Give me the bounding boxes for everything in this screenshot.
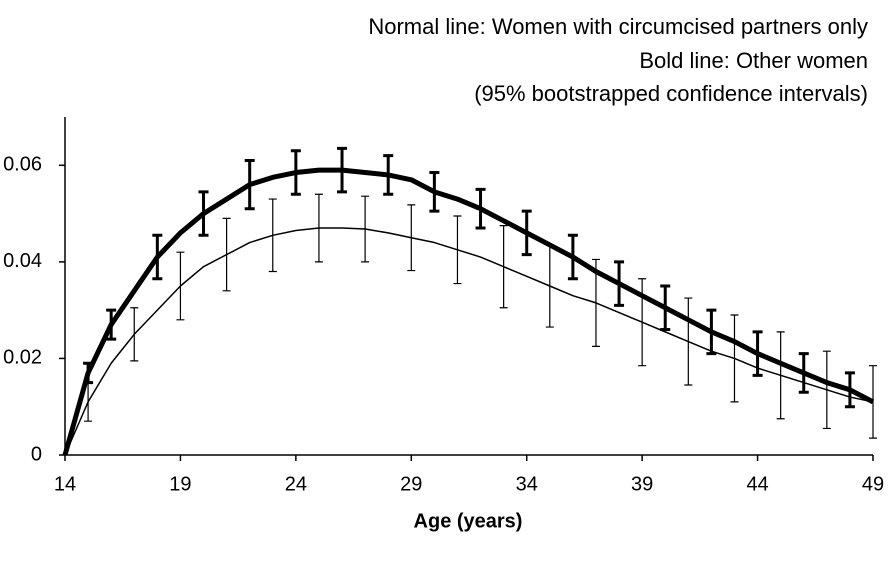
error-bar [776, 331, 785, 420]
y-tick-label: 0 [31, 443, 42, 465]
annotation: Bold line: Other women [639, 48, 868, 73]
error-bar [429, 171, 440, 213]
error-bar [521, 209, 532, 257]
series-line [64, 227, 874, 456]
x-tick-label: 19 [169, 473, 191, 495]
x-tick-label: 14 [54, 473, 76, 495]
x-tick-label: 44 [746, 473, 768, 495]
error-bar [822, 350, 831, 430]
error-bar [383, 154, 394, 196]
error-bar [314, 193, 323, 263]
error-bar [198, 190, 209, 237]
error-bar [730, 314, 739, 403]
error-bar [83, 361, 94, 385]
error-bar [614, 260, 625, 307]
y-tick-label: 0.04 [3, 250, 42, 272]
error-bar [361, 195, 370, 263]
x-axis-title: Age (years) [414, 510, 523, 532]
x-tick-label: 39 [631, 473, 653, 495]
y-tick-label: 0.02 [3, 347, 42, 369]
error-bar [290, 149, 301, 196]
error-bar [176, 251, 185, 321]
series-line [62, 167, 875, 456]
error-bar [660, 284, 671, 331]
error-bar [844, 371, 855, 409]
error-bar [453, 215, 462, 285]
error-bar [268, 198, 277, 273]
error-bar [244, 158, 255, 211]
error-bar [106, 308, 117, 341]
error-bar [706, 308, 717, 356]
error-bar [407, 204, 416, 272]
error-bar [337, 146, 348, 194]
error-bar [222, 217, 231, 292]
error-bar [475, 187, 486, 230]
x-tick-label: 29 [400, 473, 422, 495]
error-bar [798, 352, 809, 394]
y-tick-label: 0.06 [3, 154, 42, 176]
x-tick-label: 24 [285, 473, 307, 495]
error-bar [567, 233, 578, 281]
annotation: (95% bootstrapped confidence intervals) [474, 81, 868, 106]
error-bar [752, 330, 763, 377]
error-bar [152, 233, 163, 281]
error-bar [545, 244, 554, 328]
error-bar [684, 297, 693, 386]
x-tick-label: 49 [862, 473, 884, 495]
error-bar [130, 307, 139, 362]
x-tick-label: 34 [516, 473, 538, 495]
error-bar [499, 225, 508, 309]
annotation: Normal line: Women with circumcised part… [368, 14, 868, 39]
